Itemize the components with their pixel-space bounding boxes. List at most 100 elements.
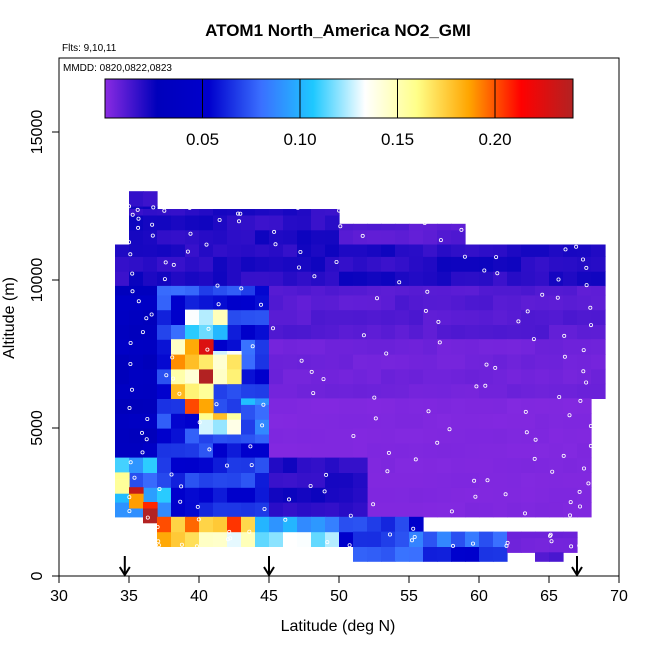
- heatmap-cell: [227, 271, 242, 287]
- heatmap-cell: [451, 442, 466, 459]
- flight-markers: [118, 556, 583, 577]
- heatmap-cell: [437, 472, 452, 488]
- heatmap-cell: [451, 531, 466, 547]
- track-point: [372, 395, 377, 400]
- track-point: [472, 478, 477, 483]
- heatmap-cell: [269, 229, 284, 246]
- heatmap-cell: [157, 256, 172, 272]
- heatmap-cell: [437, 428, 452, 444]
- heatmap-cell: [563, 428, 578, 444]
- heatmap-cell: [521, 285, 536, 296]
- heatmap-cell: [199, 294, 214, 311]
- heatmap-cell: [451, 223, 466, 231]
- heatmap-cell: [185, 294, 200, 311]
- heatmap-cell: [171, 487, 186, 503]
- heatmap-cell: [185, 271, 200, 287]
- heatmap-cell: [423, 309, 438, 325]
- heatmap-cell: [311, 502, 326, 518]
- heatmap-cell: [535, 537, 550, 553]
- heatmap-cell: [185, 214, 200, 231]
- heatmap-cell: [339, 271, 354, 287]
- heatmap-cell: [395, 294, 410, 311]
- heatmap-cell: [185, 244, 200, 257]
- heatmap-cell: [409, 531, 424, 547]
- track-point: [399, 216, 404, 221]
- heatmap-cell: [129, 442, 144, 459]
- track-point: [562, 354, 567, 359]
- track-point: [132, 540, 137, 545]
- heatmap-cell: [325, 209, 340, 216]
- heatmap-cell: [549, 244, 564, 257]
- heatmap-cell: [255, 383, 270, 399]
- heatmap-cell: [213, 244, 228, 257]
- heatmap-cell: [213, 442, 228, 459]
- heatmap-cell: [325, 487, 340, 503]
- track-point: [482, 268, 487, 273]
- heatmap-cell: [157, 516, 172, 533]
- track-point: [577, 489, 582, 494]
- heatmap-cell: [479, 244, 494, 257]
- track-point: [286, 497, 291, 502]
- heatmap-cell: [493, 457, 508, 473]
- heatmap-cell: [255, 294, 270, 311]
- heatmap-cell: [297, 214, 312, 231]
- heatmap-cell: [297, 209, 312, 216]
- heatmap-cell: [577, 244, 592, 257]
- heatmap-cell: [171, 472, 186, 488]
- heatmap-cell: [353, 546, 368, 562]
- heatmap-cell: [311, 244, 326, 257]
- heatmap-cell: [199, 229, 214, 246]
- heatmap-cell: [465, 413, 480, 429]
- heatmap-cell: [227, 209, 242, 216]
- heatmap-cell: [549, 339, 564, 355]
- heatmap-cell: [171, 229, 186, 246]
- heatmap-cell: [227, 457, 242, 473]
- track-point: [360, 233, 365, 238]
- heatmap-cell: [185, 354, 200, 370]
- heatmap-cell: [129, 271, 144, 287]
- heatmap-cell: [549, 285, 564, 296]
- heatmap-cell: [409, 383, 424, 399]
- heatmap-cell: [423, 285, 438, 296]
- track-point: [513, 204, 518, 209]
- heatmap-cell: [213, 502, 228, 518]
- heatmap-cell: [395, 472, 410, 488]
- track-point: [485, 478, 490, 483]
- heatmap-cell: [451, 244, 466, 257]
- heatmap-cell: [451, 383, 466, 399]
- track-point: [448, 521, 453, 526]
- heatmap-cell: [507, 413, 522, 429]
- heatmap-cell: [325, 531, 340, 547]
- heatmap-cell: [339, 428, 354, 444]
- heatmap-cell: [521, 324, 536, 340]
- track-point: [133, 531, 138, 536]
- heatmap-cell: [185, 428, 200, 444]
- heatmap-cell: [199, 383, 214, 399]
- heatmap-cell: [465, 546, 480, 562]
- track-point: [128, 252, 133, 257]
- heatmap-cell: [241, 229, 256, 246]
- heatmap-cell: [451, 546, 466, 562]
- heatmap-cell: [535, 457, 550, 473]
- heatmap-cell: [395, 339, 410, 355]
- heatmap-cell: [157, 214, 172, 231]
- heatmap-cell: [227, 516, 242, 533]
- track-point: [136, 299, 141, 304]
- heatmap-cell: [213, 354, 228, 370]
- x-tick-label: 30: [50, 588, 68, 605]
- heatmap-cell: [115, 502, 130, 518]
- heatmap-cell: [129, 339, 144, 355]
- y-axis-title: Altitude (m): [1, 277, 18, 359]
- heatmap-cell: [437, 324, 452, 340]
- heatmap-cell: [115, 354, 130, 370]
- heatmap-cell: [241, 457, 256, 473]
- heatmap-cell: [367, 271, 382, 287]
- heatmap-cell: [409, 229, 424, 246]
- heatmap-cell: [297, 339, 312, 355]
- heatmap-cell: [255, 309, 270, 325]
- track-point: [283, 517, 288, 522]
- heatmap-cell: [269, 244, 284, 257]
- flight-track-points: [127, 203, 594, 549]
- heatmap-cell: [535, 398, 550, 414]
- heatmap-cell: [255, 516, 270, 533]
